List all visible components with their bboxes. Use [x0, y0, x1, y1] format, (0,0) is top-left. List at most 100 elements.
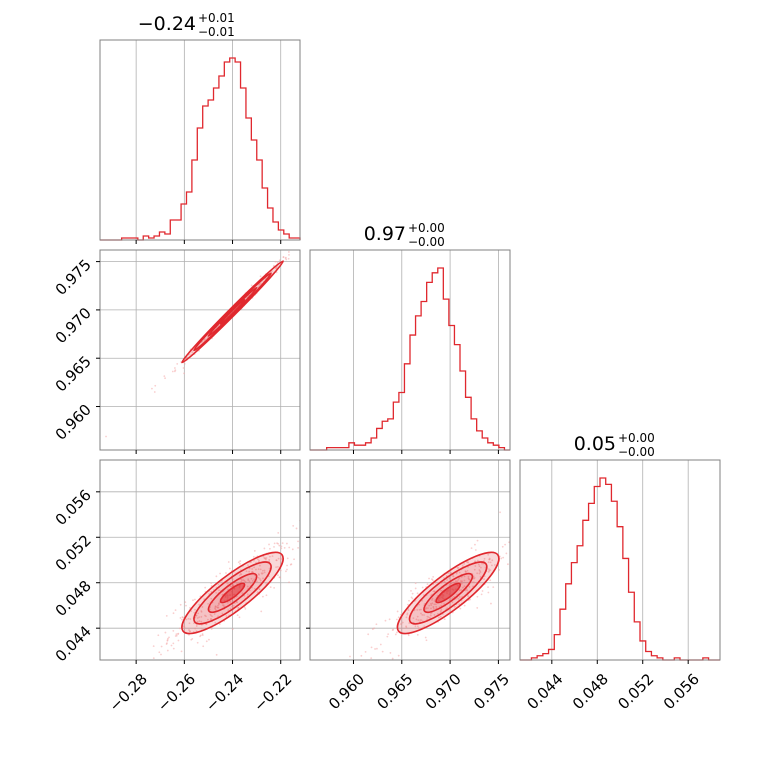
scatter-point	[247, 578, 250, 581]
scatter-point	[301, 552, 303, 554]
scatter-point	[504, 543, 507, 546]
scatter-point	[439, 615, 442, 618]
scatter-point	[214, 621, 217, 624]
scatter-point	[191, 351, 194, 354]
scatter-point	[257, 558, 259, 561]
scatter-point	[458, 603, 461, 606]
scatter-point	[438, 616, 440, 619]
scatter-point	[451, 601, 454, 604]
scatter-point	[253, 559, 255, 562]
scatter-point	[433, 600, 436, 602]
scatter-point	[499, 511, 501, 514]
scatter-point	[215, 653, 218, 656]
scatter-point	[276, 261, 279, 264]
scatter-point	[204, 586, 207, 589]
scatter-point	[268, 567, 271, 570]
scatter-point	[349, 655, 351, 658]
scatter-point	[283, 546, 286, 549]
scatter-point	[196, 641, 199, 644]
x-tick-label: −0.28	[106, 670, 151, 715]
scatter-point	[373, 627, 376, 630]
scatter-point	[235, 601, 238, 603]
scatter-point	[166, 661, 168, 663]
scatter-point	[173, 367, 176, 369]
scatter-point	[188, 622, 191, 625]
scatter-point	[446, 579, 448, 581]
scatter-point	[195, 630, 198, 633]
scatter-point	[262, 595, 264, 598]
scatter-point	[201, 340, 204, 343]
scatter-point	[277, 574, 279, 577]
scatter-point	[215, 605, 217, 608]
scatter-point	[184, 357, 187, 360]
scatter-point	[457, 578, 460, 581]
scatter-point	[210, 618, 212, 620]
scatter-point	[273, 546, 275, 548]
scatter-point	[229, 601, 232, 603]
scatter-point	[432, 605, 435, 608]
scatter-point	[286, 564, 289, 567]
scatter-point	[420, 612, 422, 615]
scatter-point	[273, 542, 276, 545]
contour-level-3	[219, 582, 246, 604]
pair-frame-0	[99, 249, 301, 451]
scatter-point	[517, 548, 519, 550]
scatter-point	[164, 377, 166, 380]
scatter-point	[392, 628, 395, 631]
scatter-point	[370, 657, 373, 660]
histogram-frame-1	[309, 249, 511, 451]
scatter-point	[484, 566, 487, 569]
scatter-point	[257, 576, 260, 579]
scatter-point	[259, 283, 262, 286]
scatter-point	[166, 642, 168, 644]
scatter-point	[500, 557, 503, 560]
scatter-point	[323, 532, 325, 534]
scatter-point	[418, 608, 421, 611]
scatter-point	[217, 615, 219, 618]
scatter-point	[381, 650, 384, 653]
scatter-point	[226, 601, 229, 604]
scatter-point	[416, 615, 419, 618]
scatter-point	[221, 604, 224, 607]
scatter-point	[200, 627, 203, 630]
scatter-point	[244, 580, 247, 583]
scatter-point	[376, 647, 378, 650]
scatter-point	[473, 577, 475, 580]
scatter-point	[185, 604, 187, 607]
pair-panel-2	[349, 511, 519, 660]
scatter-point	[263, 547, 266, 550]
scatter-point	[250, 561, 253, 563]
scatter-point	[260, 610, 263, 613]
scatter-point	[464, 589, 467, 592]
scatter-point	[468, 578, 471, 581]
scatter-point	[227, 561, 230, 563]
scatter-point	[253, 578, 256, 581]
scatter-point	[326, 510, 328, 512]
scatter-point	[165, 614, 168, 617]
scatter-point	[408, 622, 411, 624]
scatter-point	[277, 532, 280, 534]
scatter-point	[461, 580, 464, 583]
title-upper-error: +0.01	[198, 11, 235, 25]
scatter-point	[229, 585, 232, 588]
scatter-point	[453, 595, 455, 598]
scatter-point	[476, 539, 479, 542]
scatter-point	[262, 572, 264, 575]
scatter-point	[242, 579, 245, 581]
scatter-point	[451, 575, 454, 577]
scatter-point	[248, 570, 251, 573]
scatter-point	[367, 633, 370, 636]
scatter-point	[239, 573, 242, 575]
scatter-point	[198, 603, 201, 606]
scatter-point	[221, 612, 224, 615]
scatter-point	[448, 599, 451, 602]
scatter-point	[281, 542, 284, 545]
scatter-point	[288, 581, 290, 584]
scatter-point	[447, 572, 450, 575]
scatter-point	[304, 238, 306, 240]
scatter-point	[244, 608, 247, 610]
scatter-point	[326, 530, 328, 532]
scatter-point	[443, 618, 446, 621]
scatter-point	[492, 586, 495, 589]
